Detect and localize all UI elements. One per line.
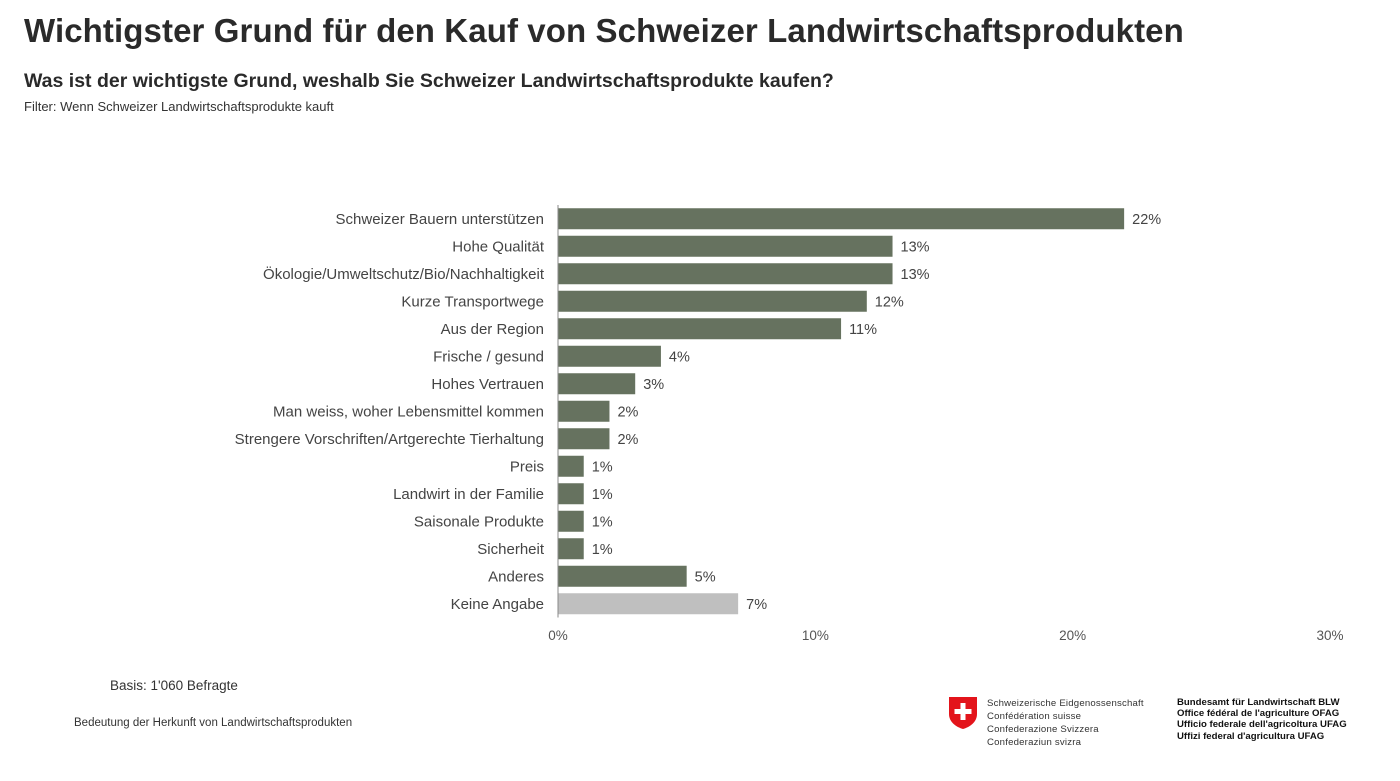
value-label: 1% [592, 487, 613, 503]
bar [558, 235, 893, 257]
bar [558, 428, 610, 450]
value-label: 11% [849, 322, 877, 338]
category-label: Landwirt in der Familie [393, 486, 544, 503]
x-tick-label: 30% [1316, 628, 1343, 643]
value-label: 1% [592, 459, 613, 475]
category-label: Keine Angabe [451, 596, 544, 613]
category-label: Man weiss, woher Lebensmittel kommen [273, 403, 544, 420]
bar [558, 593, 739, 615]
bar [558, 455, 584, 477]
category-label: Saisonale Produkte [414, 513, 544, 530]
office-line: Ufficio federale dell'agricoltura UFAG [1177, 719, 1347, 731]
x-tick-label: 20% [1059, 628, 1086, 643]
office-line: Bundesamt für Landwirtschaft BLW [1177, 697, 1340, 708]
office-line: Office fédéral de l'agriculture OFAG [1177, 708, 1340, 720]
x-axis: 0% 10% 20% 30% [548, 205, 1344, 643]
value-label: 1% [592, 514, 613, 530]
bar [558, 373, 636, 395]
bar [558, 318, 842, 340]
category-label: Sicherheit [477, 541, 545, 558]
bar [558, 483, 584, 505]
confederation-line: Confederaziun svizra [987, 737, 1082, 748]
office-text: Bundesamt für Landwirtschaft BLW Office … [1177, 697, 1347, 742]
value-label: 2% [617, 404, 638, 420]
bar [558, 345, 661, 367]
value-label: 12% [875, 294, 904, 310]
category-labels: Schweizer Bauern unterstützen Hohe Qualit… [235, 211, 545, 613]
swiss-flag-icon [949, 697, 977, 729]
bar [558, 290, 867, 312]
office-line: Uffizi federal d'agricultura UFAG [1177, 730, 1325, 742]
basis-note: Basis: 1'060 Befragte [110, 678, 238, 693]
confederation-line: Confédération suisse [987, 711, 1082, 722]
chart-subtitle: Was ist der wichtigste Grund, weshalb Si… [24, 70, 834, 92]
category-label: Strengere Vorschriften/Artgerechte Tierh… [235, 431, 544, 448]
bar-group [558, 208, 1125, 615]
value-label: 1% [592, 542, 613, 558]
chart-title: Wichtigster Grund für den Kauf von Schwe… [24, 12, 1184, 49]
value-label: 4% [669, 349, 690, 365]
confederation-text: Schweizerische Eidgenossenschaft Confédé… [987, 697, 1144, 749]
x-tick-label: 0% [548, 628, 568, 643]
bar [558, 538, 584, 560]
footer-note: Bedeutung der Herkunft von Landwirtschaf… [74, 717, 353, 729]
category-label: Preis [510, 458, 544, 475]
x-tick-label: 10% [802, 628, 829, 643]
value-label: 5% [695, 569, 716, 585]
value-label: 7% [746, 597, 767, 613]
category-label: Aus der Region [441, 321, 544, 338]
confederation-line: Confederazione Svizzera [987, 724, 1099, 735]
category-label: Ökologie/Umweltschutz/Bio/Nachhaltigkeit [263, 265, 545, 283]
confederation-line: Schweizerische Eidgenossenschaft [987, 698, 1144, 709]
value-label: 3% [643, 377, 664, 393]
category-label: Kurze Transportwege [401, 293, 544, 310]
category-label: Frische / gesund [433, 348, 544, 365]
bar [558, 208, 1125, 230]
bar [558, 400, 610, 422]
category-label: Anderes [488, 568, 544, 585]
category-label: Hohes Vertrauen [431, 376, 544, 393]
filter-note: Filter: Wenn Schweizer Landwirtschaftspr… [24, 99, 334, 114]
value-label: 13% [901, 239, 930, 255]
value-label: 2% [617, 432, 638, 448]
bar [558, 510, 584, 532]
bar [558, 565, 687, 587]
bar [558, 263, 893, 285]
value-label: 22% [1132, 212, 1161, 228]
category-label: Hohe Qualität [452, 238, 545, 255]
value-labels: 22%13%13%12%11%4%3%2%2%1%1%1%1%5%7% [592, 212, 1162, 613]
value-label: 13% [901, 267, 930, 283]
category-label: Schweizer Bauern unterstützen [336, 211, 544, 228]
